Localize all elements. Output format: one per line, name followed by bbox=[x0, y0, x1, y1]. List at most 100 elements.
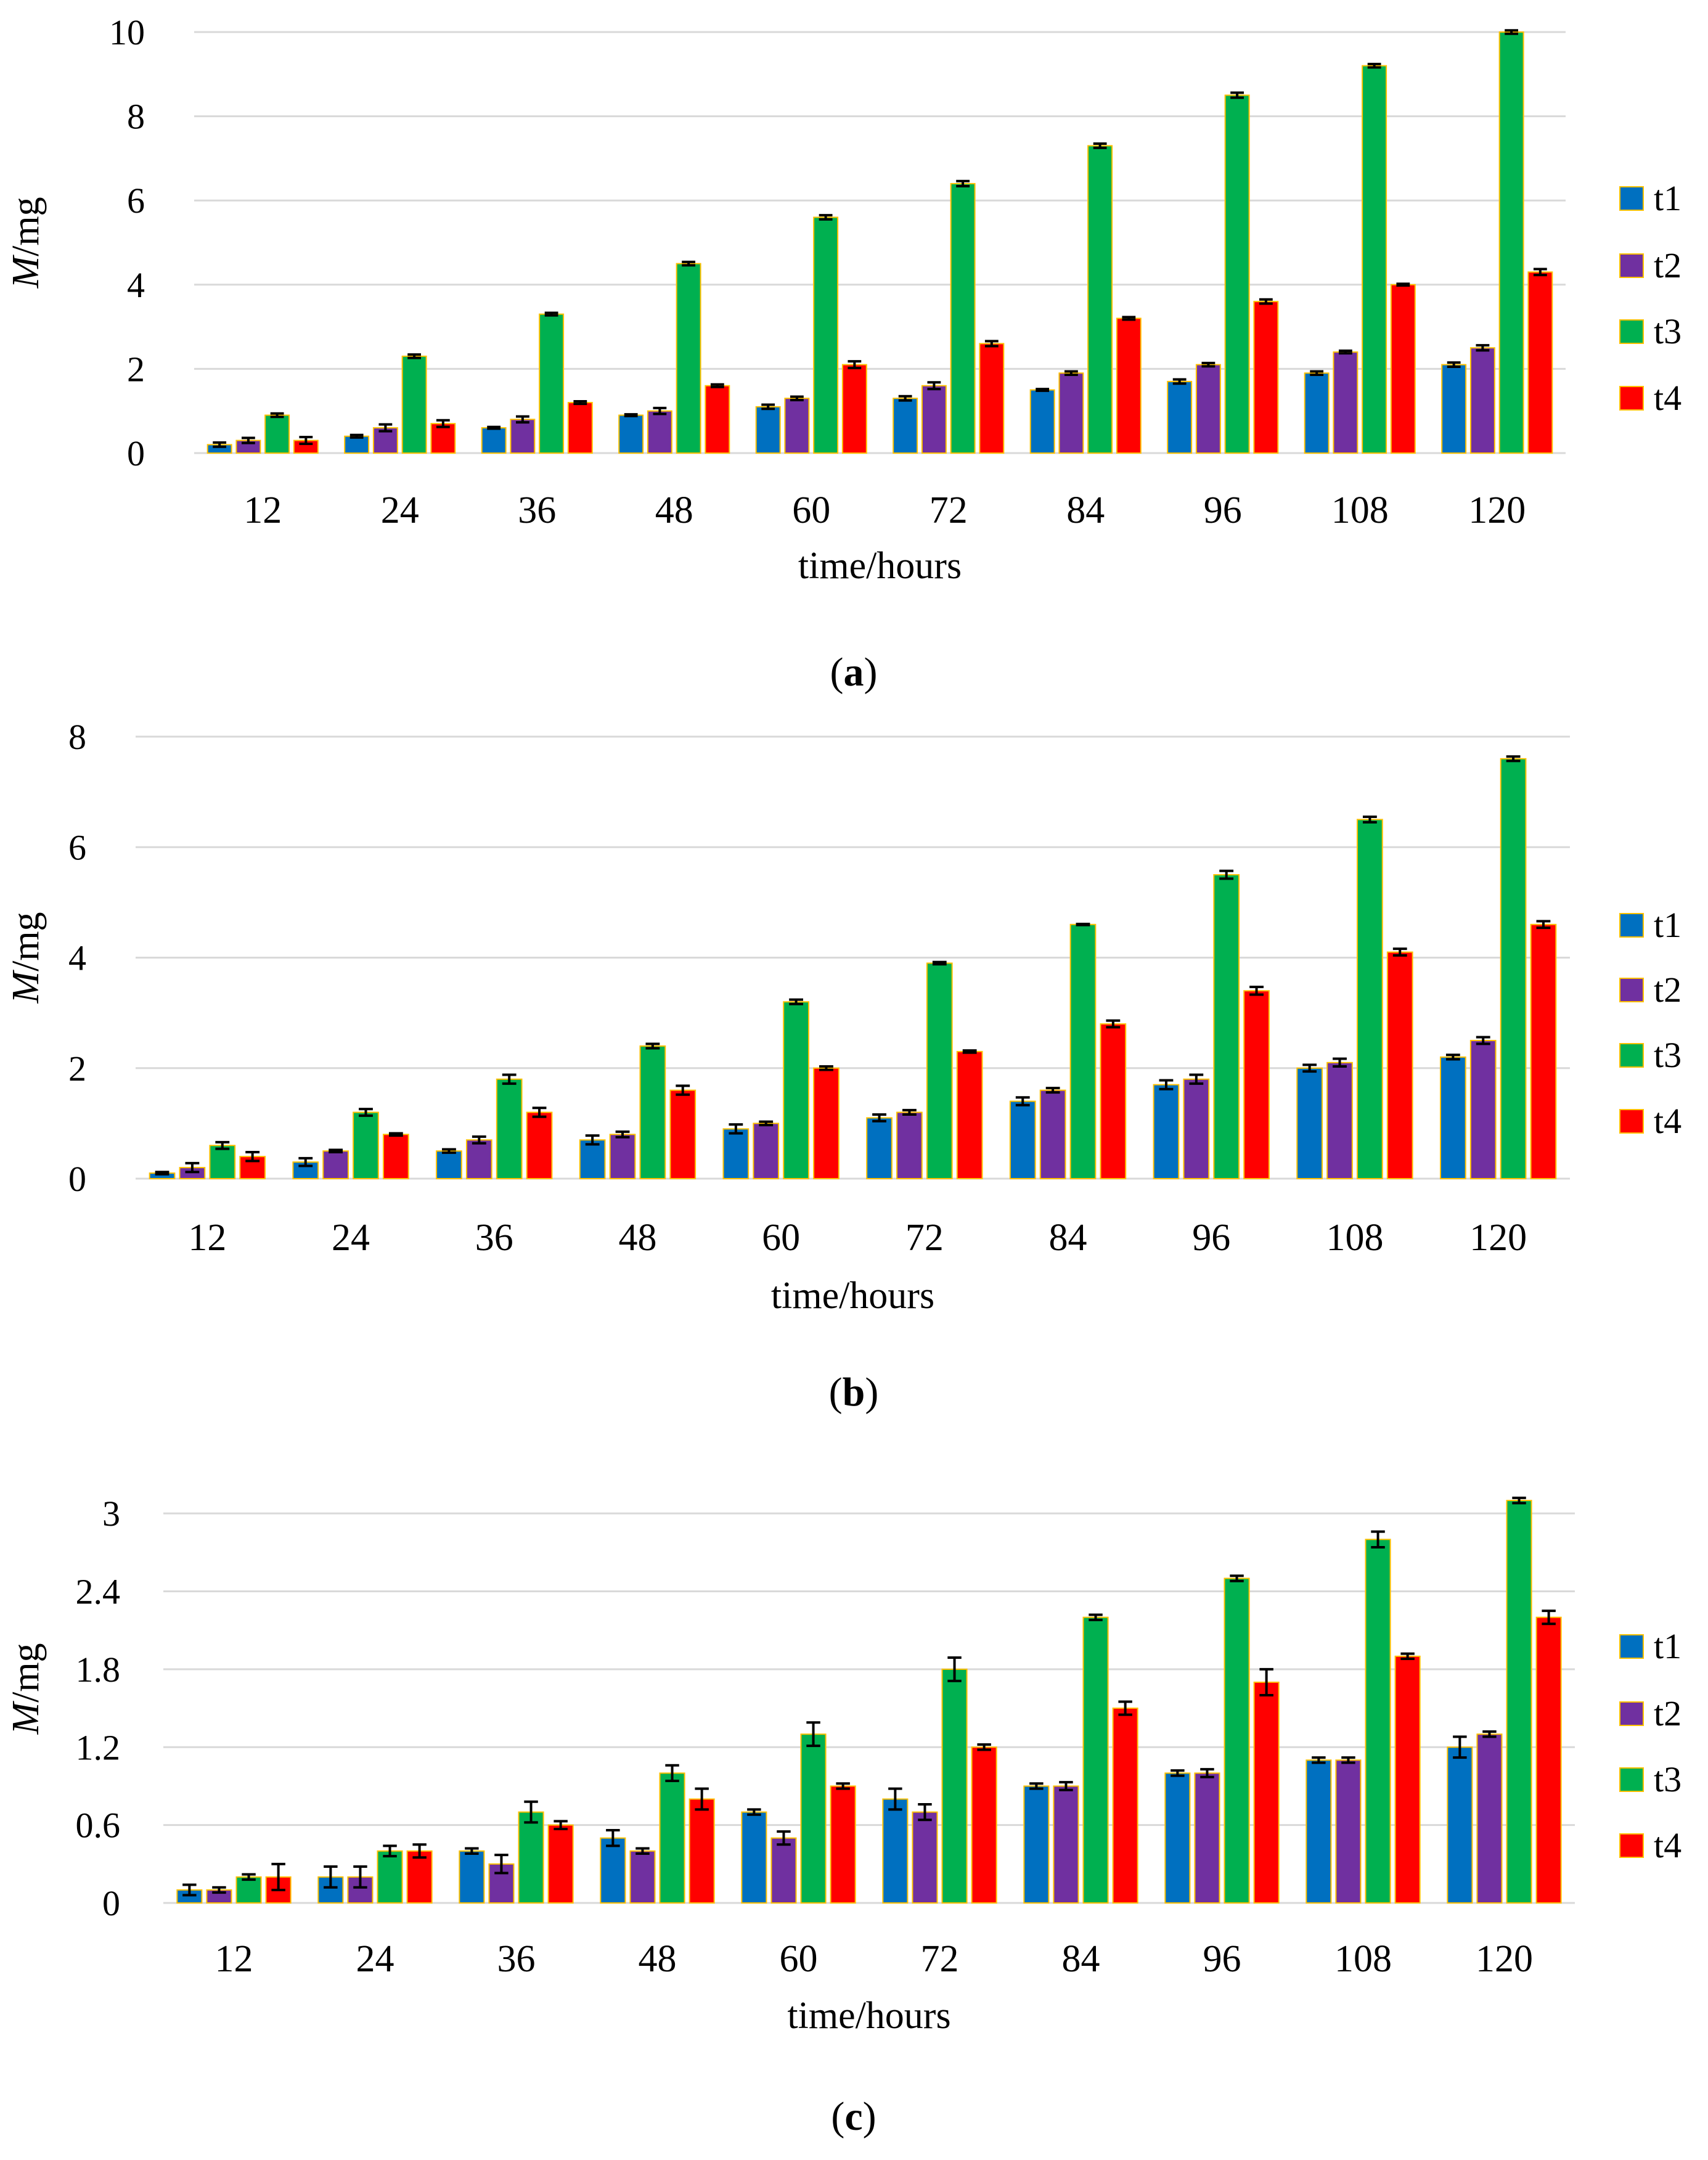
bar-t3-108 bbox=[1362, 65, 1387, 454]
bar-t3-120 bbox=[1498, 31, 1524, 454]
error-bar-t4-12 bbox=[245, 1150, 260, 1163]
legend-label-t1: t1 bbox=[1654, 1626, 1681, 1666]
x-axis-label: time/hours bbox=[771, 1275, 934, 1317]
x-tick-label: 84 bbox=[1062, 1938, 1100, 1980]
bar-t4-108 bbox=[1386, 951, 1413, 1179]
error-bar-t1-60 bbox=[729, 1123, 743, 1135]
bar-t1-84 bbox=[1023, 1785, 1050, 1904]
bar-t3-36 bbox=[539, 313, 565, 454]
x-tick-label: 120 bbox=[1469, 1217, 1527, 1259]
y-tick-label: 6 bbox=[68, 827, 86, 867]
legend-label-t1: t1 bbox=[1654, 178, 1681, 218]
error-bar-t1-84 bbox=[1015, 1096, 1030, 1107]
bar-t4-108 bbox=[1390, 284, 1416, 454]
bar-t2-72 bbox=[896, 1111, 923, 1180]
y-tick-label: 0 bbox=[127, 433, 145, 473]
bar-t3-24 bbox=[353, 1111, 379, 1180]
x-tick-label: 84 bbox=[1049, 1217, 1087, 1259]
error-bar-t1-72 bbox=[898, 395, 912, 402]
error-bar-t3-24 bbox=[407, 353, 422, 359]
bar-t2-108 bbox=[1335, 1759, 1362, 1904]
x-tick-label: 48 bbox=[618, 1217, 656, 1259]
bar-t4-84 bbox=[1100, 1023, 1127, 1179]
panel-caption: (b) bbox=[829, 1370, 879, 1415]
error-bar-t4-48 bbox=[695, 1787, 709, 1811]
error-bar-t1-24 bbox=[298, 1156, 313, 1168]
error-bar-t2-108 bbox=[1333, 1057, 1347, 1068]
legend-label-t3: t3 bbox=[1654, 1035, 1681, 1075]
error-bar-t2-48 bbox=[615, 1130, 630, 1139]
error-bar-t4-96 bbox=[1259, 1667, 1273, 1697]
error-bar-t1-108 bbox=[1310, 370, 1324, 376]
y-tick-label: 4 bbox=[127, 265, 145, 305]
error-bar-t4-72 bbox=[977, 1743, 991, 1751]
bar-t1-60 bbox=[741, 1811, 767, 1904]
bar-t4-60 bbox=[830, 1785, 856, 1904]
bar-t3-60 bbox=[800, 1733, 827, 1904]
x-tick-label: 96 bbox=[1203, 1938, 1241, 1980]
panel-caption: (a) bbox=[830, 650, 878, 695]
bar-t3-72 bbox=[926, 962, 953, 1179]
bar-t4-24 bbox=[406, 1850, 433, 1904]
bar-t2-24 bbox=[322, 1150, 349, 1179]
error-bar-t2-108 bbox=[1338, 350, 1352, 355]
x-tick-label: 24 bbox=[381, 489, 419, 531]
y-tick-label: 0 bbox=[68, 1159, 86, 1199]
error-bar-t2-24 bbox=[378, 423, 393, 433]
y-tick-label: 6 bbox=[127, 181, 145, 221]
error-bar-t1-12 bbox=[182, 1883, 197, 1897]
x-axis-label: time/hours bbox=[798, 545, 962, 587]
bar-t3-60 bbox=[813, 216, 839, 454]
error-bar-t3-108 bbox=[1362, 815, 1377, 824]
x-tick-label: 24 bbox=[332, 1217, 370, 1259]
error-bar-t4-84 bbox=[1106, 1019, 1121, 1029]
bar-t4-24 bbox=[382, 1134, 409, 1179]
legend-swatch-t4 bbox=[1619, 386, 1644, 411]
x-tick-label: 48 bbox=[655, 489, 693, 531]
error-bar-t2-36 bbox=[472, 1135, 486, 1145]
bar-t2-48 bbox=[609, 1134, 636, 1179]
y-axis-label: M/mg bbox=[5, 197, 47, 288]
error-bar-t2-24 bbox=[329, 1148, 343, 1153]
error-bar-t3-84 bbox=[1076, 922, 1090, 927]
error-bar-t4-12 bbox=[299, 436, 313, 445]
legend-label-t4: t4 bbox=[1654, 1825, 1681, 1865]
bar-t1-84 bbox=[1009, 1100, 1036, 1180]
error-bar-t4-108 bbox=[1396, 282, 1410, 287]
x-tick-label: 12 bbox=[243, 489, 282, 531]
legend-label-t3: t3 bbox=[1654, 1759, 1681, 1799]
error-bar-t4-120 bbox=[1533, 268, 1547, 277]
bar-t2-84 bbox=[1039, 1089, 1066, 1179]
bar-t4-120 bbox=[1527, 271, 1553, 454]
chart-svg-c: 0 0.6 1.2 1.8 2.4 3 12 24 36 48 60 72 84 96 108 120 time… bbox=[5, 1494, 1681, 2139]
x-axis-label: time/hours bbox=[787, 1995, 950, 2037]
legend-label-t2: t2 bbox=[1654, 1693, 1681, 1733]
bar-t3-96 bbox=[1213, 874, 1240, 1179]
x-tick-label: 36 bbox=[518, 489, 556, 531]
bar-t2-84 bbox=[1058, 372, 1084, 454]
error-bar-t1-108 bbox=[1302, 1063, 1317, 1073]
bar-t4-60 bbox=[841, 364, 867, 454]
bar-t3-108 bbox=[1365, 1539, 1391, 1904]
legend-label-t2: t2 bbox=[1654, 245, 1681, 285]
error-bar-t4-36 bbox=[573, 399, 587, 406]
error-bar-t4-60 bbox=[848, 360, 862, 370]
bar-t3-12 bbox=[264, 414, 290, 454]
error-bar-t2-48 bbox=[635, 1847, 650, 1855]
bar-t3-48 bbox=[676, 263, 701, 454]
bar-t4-72 bbox=[956, 1050, 983, 1179]
error-bar-t3-120 bbox=[1506, 755, 1521, 763]
bar-t2-36 bbox=[510, 419, 536, 454]
error-bar-t2-120 bbox=[1476, 1036, 1490, 1045]
error-bar-t1-24 bbox=[324, 1865, 338, 1889]
error-bar-t3-48 bbox=[682, 260, 696, 267]
error-bar-t1-72 bbox=[888, 1787, 902, 1811]
error-bar-t2-72 bbox=[902, 1108, 917, 1116]
bar-t1-36 bbox=[436, 1150, 462, 1179]
bar-t3-96 bbox=[1224, 94, 1250, 454]
error-bar-t3-72 bbox=[932, 960, 947, 966]
error-bar-t1-36 bbox=[465, 1847, 479, 1855]
error-bar-t4-60 bbox=[836, 1782, 850, 1790]
